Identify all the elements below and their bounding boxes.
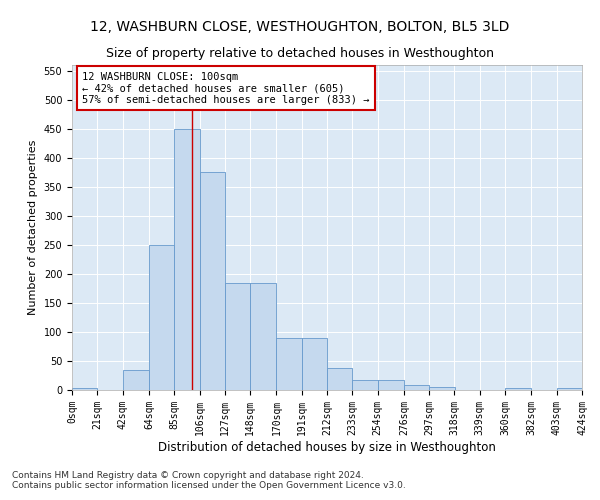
Bar	[149, 245, 174, 390]
Y-axis label: Number of detached properties: Number of detached properties	[28, 140, 38, 315]
Bar	[377, 380, 404, 390]
Bar	[199, 172, 225, 390]
Text: Size of property relative to detached houses in Westhoughton: Size of property relative to detached ho…	[106, 48, 494, 60]
Text: 12 WASHBURN CLOSE: 100sqm
← 42% of detached houses are smaller (605)
57% of semi: 12 WASHBURN CLOSE: 100sqm ← 42% of detac…	[82, 72, 370, 104]
Bar	[250, 282, 277, 390]
Bar	[174, 129, 199, 390]
Bar	[352, 380, 377, 390]
Bar	[404, 385, 429, 390]
X-axis label: Distribution of detached houses by size in Westhoughton: Distribution of detached houses by size …	[158, 440, 496, 454]
Bar	[225, 282, 250, 390]
Bar	[505, 388, 532, 390]
Bar	[327, 368, 352, 390]
Bar	[72, 388, 97, 390]
Text: Contains HM Land Registry data © Crown copyright and database right 2024.
Contai: Contains HM Land Registry data © Crown c…	[12, 470, 406, 490]
Text: 12, WASHBURN CLOSE, WESTHOUGHTON, BOLTON, BL5 3LD: 12, WASHBURN CLOSE, WESTHOUGHTON, BOLTON…	[91, 20, 509, 34]
Bar	[557, 388, 582, 390]
Bar	[429, 387, 455, 390]
Bar	[277, 338, 302, 390]
Bar	[302, 338, 327, 390]
Bar	[122, 370, 149, 390]
